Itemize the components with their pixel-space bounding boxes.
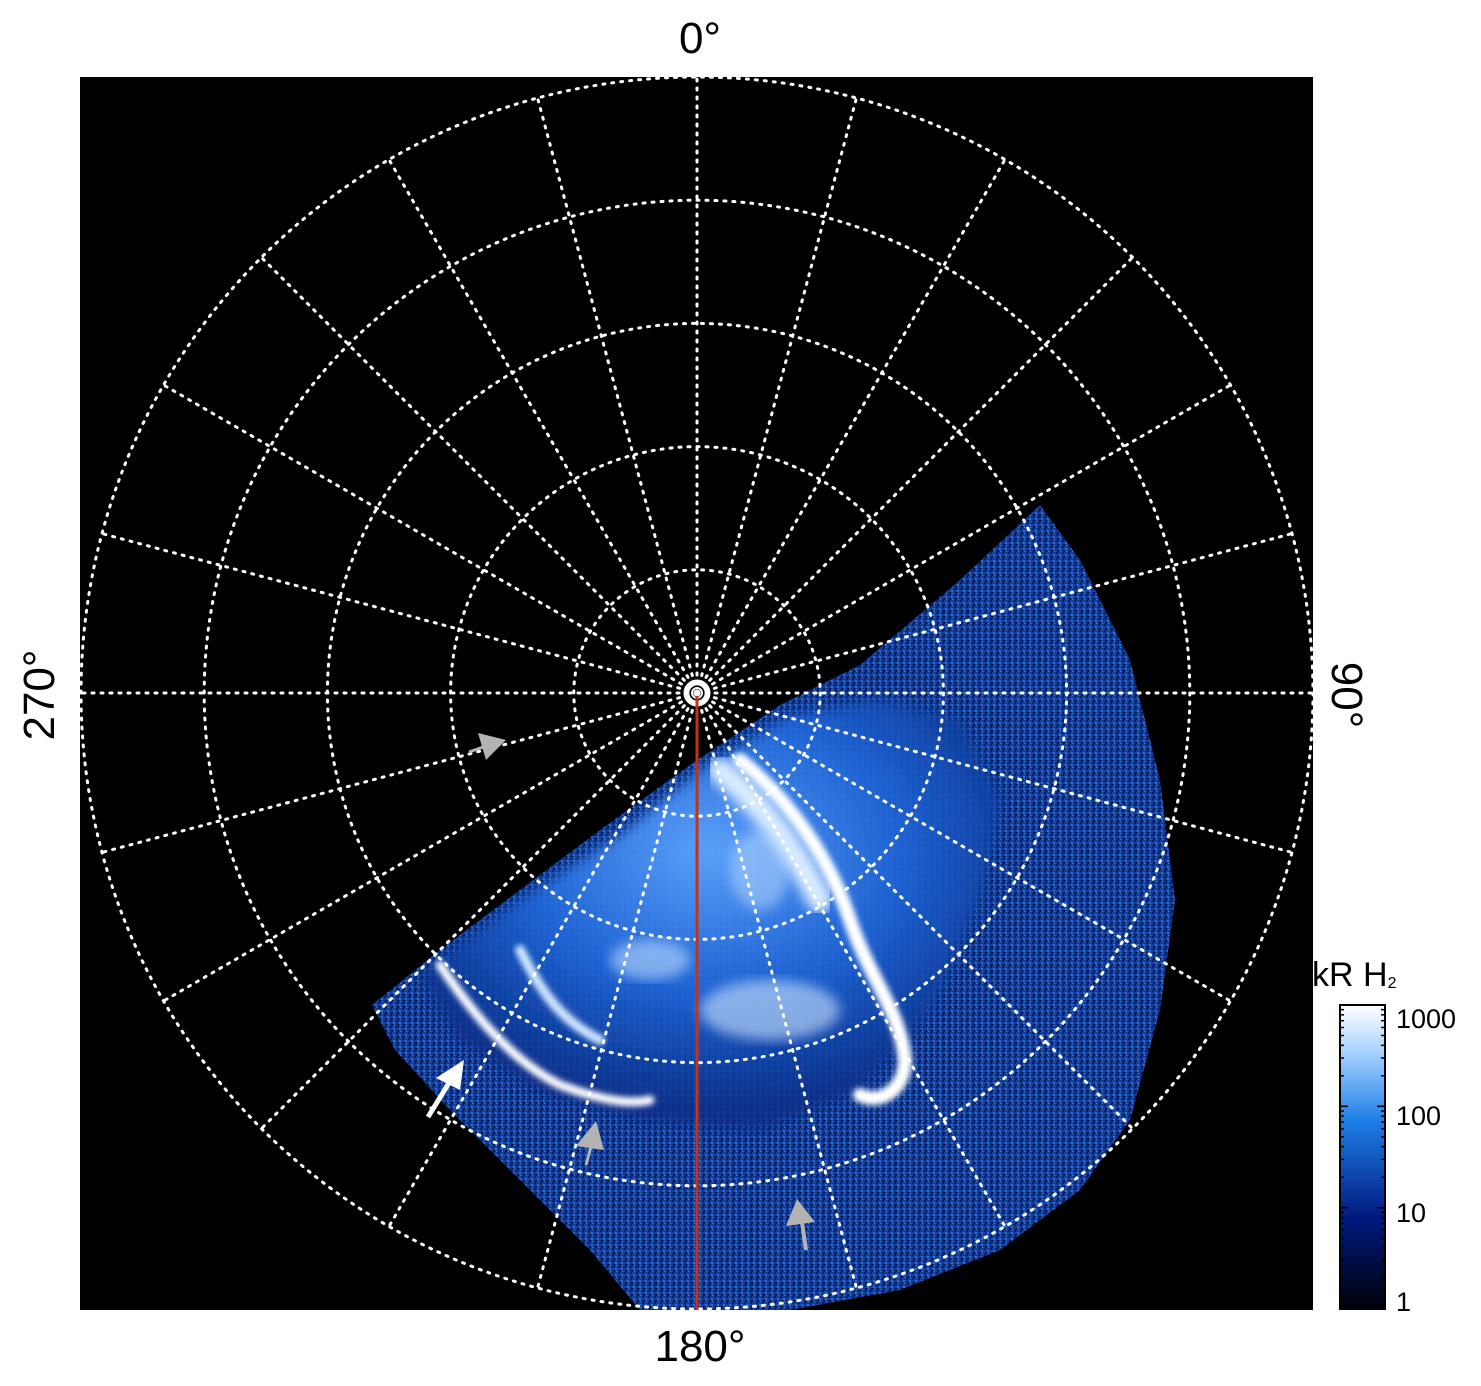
longitude-meridian xyxy=(695,691,1007,1228)
colorbar-tick-label: 100 xyxy=(1396,1101,1442,1131)
colorbar-minor-ticks xyxy=(1340,1004,1385,1310)
polar-emission-patch xyxy=(730,830,790,910)
colorbar-title-text: kR H xyxy=(1312,956,1388,994)
colorbar-gradient xyxy=(1339,1004,1386,1310)
longitude-meridian xyxy=(100,691,699,854)
label-longitude-180: 180° xyxy=(654,1322,746,1371)
secondary-arc xyxy=(515,945,605,1045)
longitude-meridian xyxy=(695,532,1294,695)
gray-arrow xyxy=(576,1121,604,1166)
colorbar-tick-label: 1000 xyxy=(1396,1004,1457,1034)
colorbar xyxy=(1339,1004,1386,1310)
longitude-meridian xyxy=(695,691,1294,854)
colorbar-title-subscript: 2 xyxy=(1387,975,1397,992)
polar-emission-patch xyxy=(700,980,840,1040)
longitude-meridian xyxy=(695,255,1135,695)
white-arrow xyxy=(425,1060,464,1119)
longitude-meridian xyxy=(695,383,1232,695)
label-longitude-90: 90° xyxy=(1322,661,1371,729)
longitude-meridian xyxy=(695,691,1135,1131)
label-longitude-270: 270° xyxy=(15,649,64,741)
longitude-meridian xyxy=(387,158,699,695)
gray-arrow xyxy=(468,733,506,760)
colorbar-tick-label: 10 xyxy=(1396,1198,1427,1228)
longitude-meridian xyxy=(536,691,699,1290)
longitude-meridian xyxy=(695,691,1232,1003)
polar-grid xyxy=(80,77,1313,1310)
longitude-meridian xyxy=(259,255,699,695)
colorbar-title: kR H2 xyxy=(1312,956,1396,995)
label-longitude-0: 0° xyxy=(678,14,722,63)
longitude-meridian xyxy=(695,158,1007,695)
longitude-meridian xyxy=(387,691,699,1228)
polar-emission-patch xyxy=(610,940,690,980)
colorbar-tick-label: 1 xyxy=(1396,1287,1412,1317)
aurora-image xyxy=(372,505,1175,1310)
gray-arrow xyxy=(786,1199,815,1251)
latitude-ring xyxy=(80,77,1313,1310)
latitude-ring xyxy=(572,568,822,818)
longitude-meridian xyxy=(162,691,699,1003)
longitude-meridian xyxy=(536,96,699,695)
longitude-meridian xyxy=(695,96,858,695)
longitude-meridian xyxy=(100,532,699,695)
longitude-meridian xyxy=(259,691,699,1131)
main-oval-arc-west xyxy=(435,960,655,1107)
longitude-meridian xyxy=(162,383,699,695)
main-oval-core xyxy=(707,757,833,913)
main-oval-arc-east xyxy=(733,753,913,1106)
longitude-meridian xyxy=(695,691,858,1290)
